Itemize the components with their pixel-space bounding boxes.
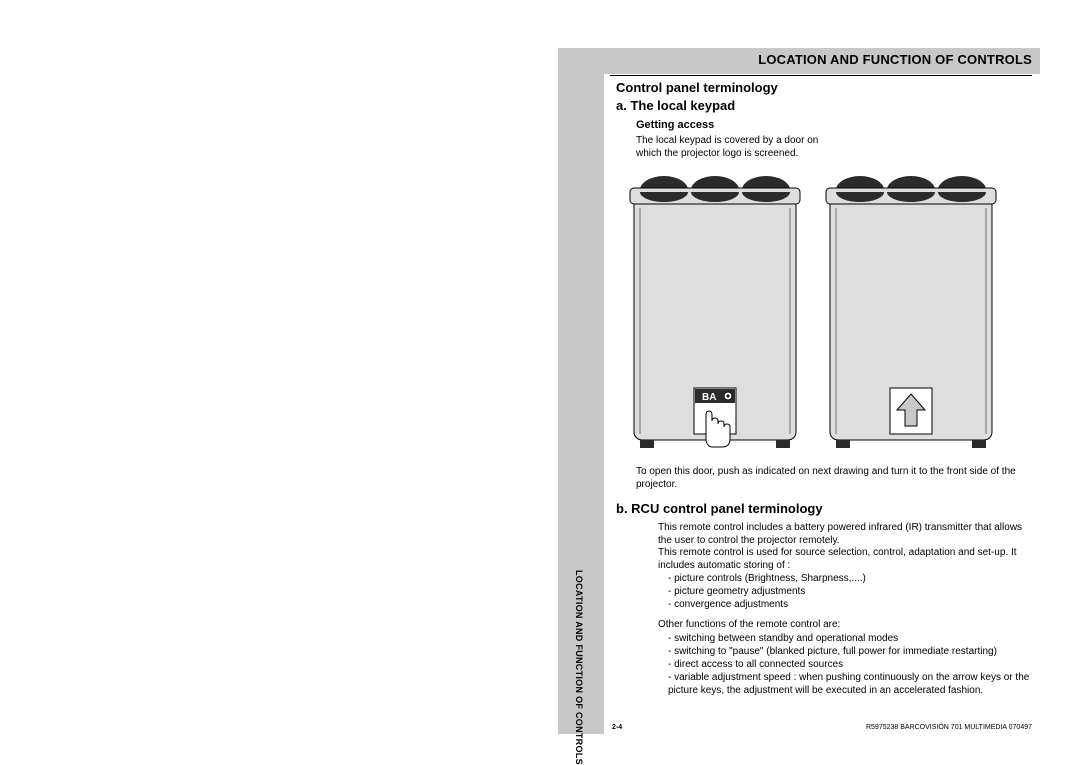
page-number: 2-4 <box>612 724 622 731</box>
content-area: Control panel terminology a. The local k… <box>616 80 1032 697</box>
rcu-list-2: switching between standby and operationa… <box>668 632 1032 697</box>
list-item: switching between standby and operationa… <box>668 632 1032 645</box>
rcu-paragraph-2: This remote control is used for source s… <box>658 547 1032 572</box>
manual-page: LOCATION AND FUNCTION OF CONTROLS LOCATI… <box>558 34 1040 734</box>
heading-local-keypad: a. The local keypad <box>616 98 1032 113</box>
subheading-getting-access: Getting access <box>636 119 1032 131</box>
rcu-list-1: picture controls (Brightness, Sharpness,… <box>668 572 1032 611</box>
list-item: switching to "pause" (blanked picture, f… <box>668 645 1032 658</box>
projector-left: BA <box>630 176 800 448</box>
heading-control-panel: Control panel terminology <box>616 80 1032 95</box>
section-b: b. RCU control panel terminology This re… <box>616 501 1032 697</box>
projector-right <box>826 176 996 448</box>
page-header-title: LOCATION AND FUNCTION OF CONTROLS <box>758 52 1032 67</box>
list-item: variable adjustment speed : when pushing… <box>668 671 1032 697</box>
footer-reference: R5975238 BARCOVISION 701 MULTIMEDIA 0704… <box>866 724 1032 731</box>
rcu-paragraph-1: This remote control includes a battery p… <box>658 522 1032 547</box>
rule-line <box>610 75 1032 76</box>
heading-rcu: b. RCU control panel terminology <box>616 501 1032 516</box>
list-item: convergence adjustments <box>668 598 1032 611</box>
figure-caption: To open this door, push as indicated on … <box>636 466 1032 491</box>
list-item: picture controls (Brightness, Sharpness,… <box>668 572 1032 585</box>
projector-diagram: BA <box>616 170 1006 460</box>
list-item: direct access to all connected sources <box>668 658 1032 671</box>
list-item: picture geometry adjustments <box>668 585 1032 598</box>
text-line: The local keypad is covered by a door on <box>636 135 818 146</box>
rcu-paragraph-3: Other functions of the remote control ar… <box>658 619 1032 632</box>
sidebar-vertical-label: LOCATION AND FUNCTION OF CONTROLS <box>574 570 584 765</box>
text-line: which the projector logo is screened. <box>636 148 798 159</box>
figure-projectors: BA <box>616 170 1006 460</box>
logo-text: BA <box>702 392 716 403</box>
intro-paragraph: The local keypad is covered by a door on… <box>636 135 1032 160</box>
